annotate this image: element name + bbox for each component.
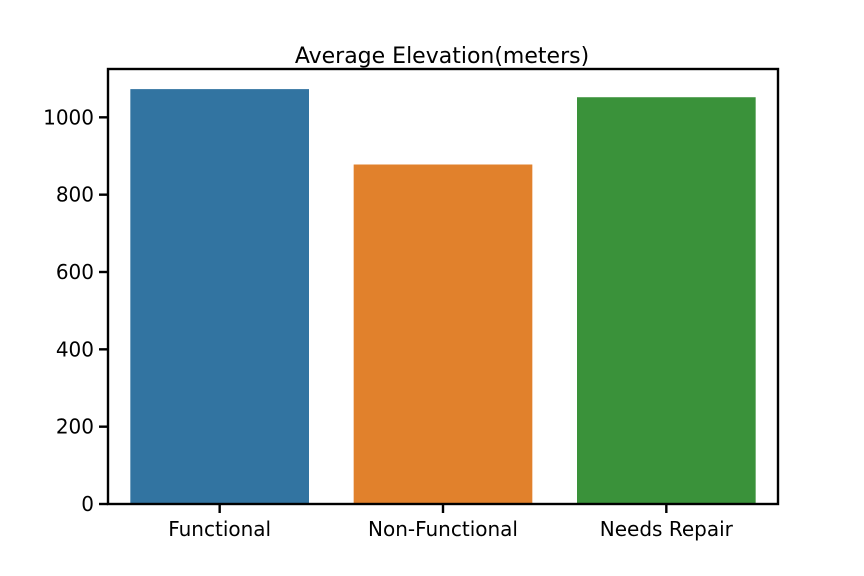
y-tick-label: 0 (81, 492, 94, 516)
bar-needs-repair (577, 97, 756, 504)
x-axis: Functional Non-Functional Needs Repair (168, 504, 734, 541)
y-tick-label: 1000 (43, 105, 94, 129)
x-tick-label: Needs Repair (600, 517, 734, 541)
x-tick-label: Non-Functional (368, 517, 518, 541)
bar-functional (130, 89, 309, 505)
bar-non-functional (353, 164, 533, 505)
plot-frame (106, 67, 780, 506)
y-tick-label: 400 (56, 337, 94, 361)
x-tick-label: Functional (168, 517, 271, 541)
y-tick-label: 800 (56, 183, 94, 207)
chart-title: Average Elevation(meters) (295, 44, 589, 69)
y-tick-label: 200 (56, 415, 94, 439)
y-axis: 0 200 400 600 800 1000 (43, 105, 108, 516)
y-tick-label: 600 (56, 260, 94, 284)
bars-group (130, 89, 756, 505)
